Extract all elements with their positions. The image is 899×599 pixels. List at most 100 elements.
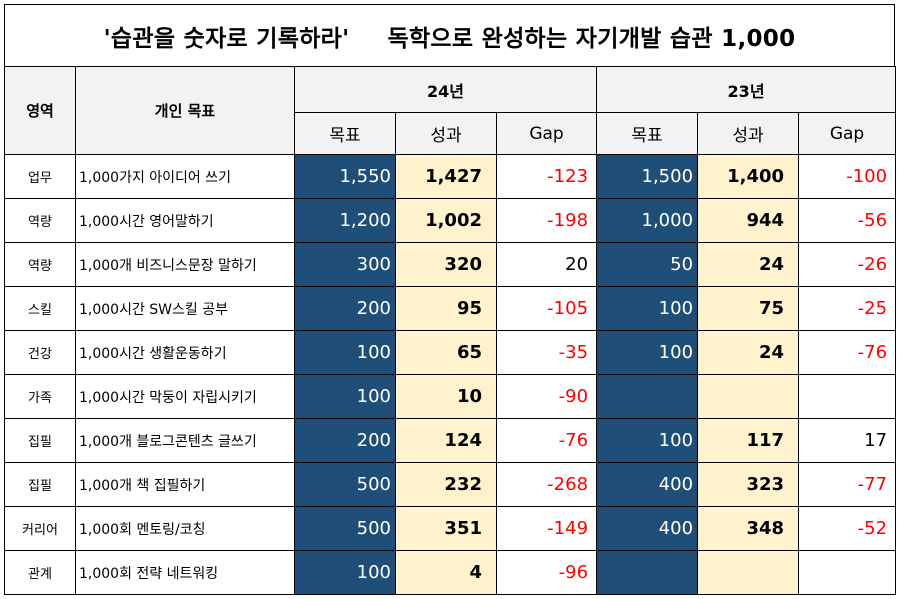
result-23-cell	[697, 374, 800, 419]
result-23-cell: 323	[697, 462, 800, 507]
target-23-cell: 100	[596, 418, 699, 463]
gap-23-cell: 17	[798, 418, 897, 463]
header-target-23: 목표	[596, 112, 699, 155]
table-row: 집필 1,000개 책 집필하기 500 232 -268 400 323 -77	[4, 462, 897, 507]
gap-24-cell: -76	[495, 418, 598, 463]
target-24-cell: 100	[294, 550, 396, 595]
target-23-cell: 100	[596, 286, 699, 331]
table-row: 업무 1,000가지 아이디어 쓰기 1,550 1,427 -123 1,500 1,40…	[4, 154, 897, 199]
gap-24-cell: -198	[495, 198, 598, 243]
gap-23-cell: -100	[798, 154, 897, 199]
result-24-cell: 124	[395, 418, 497, 463]
header-result-24: 성과	[395, 112, 497, 155]
result-23-cell: 348	[697, 506, 800, 551]
header-result-23: 성과	[697, 112, 800, 155]
target-24-cell: 100	[294, 374, 396, 419]
goal-cell: 1,000시간 막둥이 자립시키기	[75, 374, 295, 419]
result-23-cell: 1,400	[697, 154, 800, 199]
gap-24-cell: 20	[495, 242, 598, 287]
goal-cell: 1,000회 멘토링/코칭	[75, 506, 295, 551]
area-cell: 가족	[4, 374, 76, 419]
goal-cell: 1,000회 전략 네트워킹	[75, 550, 295, 595]
target-24-cell: 100	[294, 330, 396, 375]
area-cell: 관계	[4, 550, 76, 595]
result-24-cell: 320	[395, 242, 497, 287]
goal-cell: 1,000시간 생활운동하기	[75, 330, 295, 375]
header-area: 영역	[4, 66, 76, 155]
habit-table: 영역 개인 목표 24년 23년 목표 성과 Gap 목표 성과 Gap 업무 1…	[4, 66, 897, 595]
title-quote: '습관을 숫자로 기록하라'	[103, 25, 350, 52]
gap-23-cell: -77	[798, 462, 897, 507]
goal-cell: 1,000개 비즈니스문장 말하기	[75, 242, 295, 287]
header-gap-23: Gap	[798, 112, 897, 155]
result-24-cell: 4	[395, 550, 497, 595]
goal-cell: 1,000개 책 집필하기	[75, 462, 295, 507]
area-cell: 역량	[4, 198, 76, 243]
table-row: 역량 1,000시간 영어말하기 1,200 1,002 -198 1,000 944 -56	[4, 198, 897, 243]
result-23-cell	[697, 550, 800, 595]
result-23-cell: 944	[697, 198, 800, 243]
result-24-cell: 65	[395, 330, 497, 375]
target-23-cell: 1,000	[596, 198, 699, 243]
habit-sheet: '습관을 숫자로 기록하라' 독학으로 완성하는 자기개발 습관 1,000 영…	[4, 4, 897, 596]
table-row: 관계 1,000회 전략 네트워킹 100 4 -96	[4, 550, 897, 595]
target-24-cell: 200	[294, 418, 396, 463]
target-24-cell: 300	[294, 242, 396, 287]
header-gap-24: Gap	[495, 112, 598, 155]
table-row: 스킬 1,000시간 SW스킬 공부 200 95 -105 100 75 -25	[4, 286, 897, 331]
table-row: 커리어 1,000회 멘토링/코칭 500 351 -149 400 348 -52	[4, 506, 897, 551]
sheet-title: '습관을 숫자로 기록하라' 독학으로 완성하는 자기개발 습관 1,000	[4, 4, 895, 66]
result-24-cell: 351	[395, 506, 497, 551]
area-cell: 업무	[4, 154, 76, 199]
result-23-cell: 117	[697, 418, 800, 463]
area-cell: 집필	[4, 418, 76, 463]
gap-23-cell	[798, 550, 897, 595]
table-row: 건강 1,000시간 생활운동하기 100 65 -35 100 24 -76	[4, 330, 897, 375]
gap-24-cell: -35	[495, 330, 598, 375]
gap-23-cell: -76	[798, 330, 897, 375]
header-year-24: 24년	[293, 66, 598, 113]
target-24-cell: 1,200	[294, 198, 396, 243]
result-23-cell: 24	[697, 330, 800, 375]
goal-cell: 1,000시간 영어말하기	[75, 198, 295, 243]
table-row: 집필 1,000개 블로그콘텐츠 글쓰기 200 124 -76 100 117 17	[4, 418, 897, 463]
result-24-cell: 232	[395, 462, 497, 507]
target-24-cell: 200	[294, 286, 396, 331]
header-year-23: 23년	[596, 66, 897, 113]
gap-23-cell: -56	[798, 198, 897, 243]
gap-23-cell: -26	[798, 242, 897, 287]
result-24-cell: 1,002	[395, 198, 497, 243]
goal-cell: 1,000시간 SW스킬 공부	[75, 286, 295, 331]
result-24-cell: 95	[395, 286, 497, 331]
header-target-24: 목표	[294, 112, 396, 155]
result-23-cell: 24	[697, 242, 800, 287]
area-cell: 스킬	[4, 286, 76, 331]
gap-23-cell: -52	[798, 506, 897, 551]
gap-24-cell: -149	[495, 506, 598, 551]
target-23-cell: 1,500	[596, 154, 699, 199]
gap-23-cell: -25	[798, 286, 897, 331]
result-24-cell: 10	[395, 374, 497, 419]
area-cell: 집필	[4, 462, 76, 507]
title-subtitle: 독학으로 완성하는 자기개발 습관 1,000	[387, 25, 796, 52]
header-goal: 개인 목표	[75, 66, 295, 155]
target-23-cell	[596, 550, 699, 595]
area-cell: 역량	[4, 242, 76, 287]
gap-24-cell: -96	[495, 550, 598, 595]
target-24-cell: 500	[294, 462, 396, 507]
gap-24-cell: -268	[495, 462, 598, 507]
goal-cell: 1,000가지 아이디어 쓰기	[75, 154, 295, 199]
goal-cell: 1,000개 블로그콘텐츠 글쓰기	[75, 418, 295, 463]
table-row: 역량 1,000개 비즈니스문장 말하기 300 320 20 50 24 -26	[4, 242, 897, 287]
area-cell: 커리어	[4, 506, 76, 551]
gap-24-cell: -105	[495, 286, 598, 331]
target-23-cell: 400	[596, 462, 699, 507]
target-24-cell: 1,550	[294, 154, 396, 199]
table-row: 가족 1,000시간 막둥이 자립시키기 100 10 -90	[4, 374, 897, 419]
area-cell: 건강	[4, 330, 76, 375]
result-23-cell: 75	[697, 286, 800, 331]
target-23-cell	[596, 374, 699, 419]
target-23-cell: 50	[596, 242, 699, 287]
gap-24-cell: -123	[495, 154, 598, 199]
gap-23-cell	[798, 374, 897, 419]
